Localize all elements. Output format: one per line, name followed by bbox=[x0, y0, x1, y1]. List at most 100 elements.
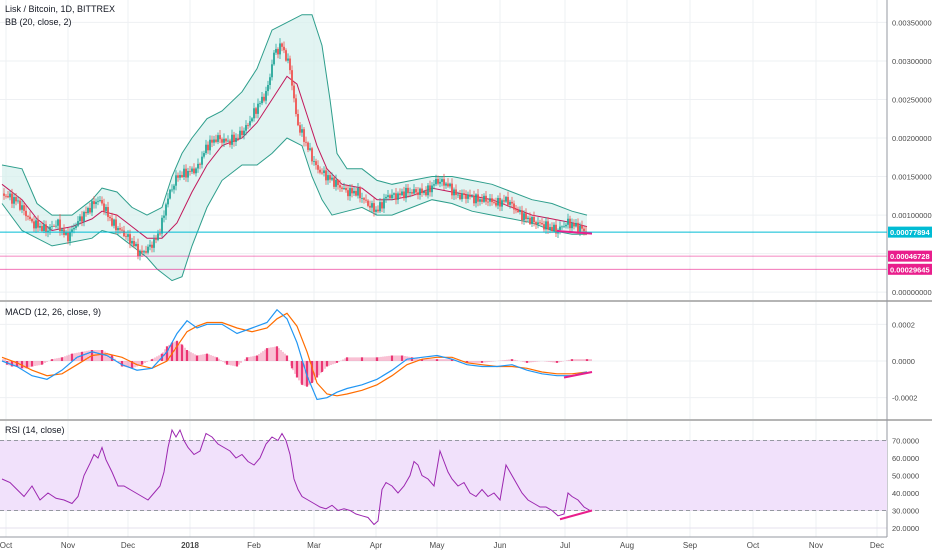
candle-body bbox=[457, 194, 459, 196]
candle-body bbox=[55, 225, 57, 227]
candle-body bbox=[301, 129, 303, 133]
candle-body bbox=[265, 91, 267, 101]
candle-body bbox=[107, 207, 109, 217]
candle-body bbox=[269, 77, 271, 85]
candle-body bbox=[161, 217, 163, 234]
candle-body bbox=[573, 223, 575, 227]
rsi-indicator-label: RSI (14, close) bbox=[5, 425, 65, 435]
bb-lower-band bbox=[1, 137, 587, 282]
candle-body bbox=[41, 226, 43, 231]
candle-body bbox=[467, 194, 469, 199]
candle-body bbox=[233, 134, 235, 142]
candle-body bbox=[249, 121, 251, 126]
level-price-badge-background bbox=[888, 250, 932, 262]
candle-body bbox=[49, 226, 51, 231]
candle-body bbox=[267, 84, 269, 92]
candle-body bbox=[285, 50, 287, 61]
candle-body bbox=[225, 138, 227, 142]
candle-body bbox=[257, 103, 259, 114]
candle-body bbox=[415, 189, 417, 193]
candle-body bbox=[559, 226, 561, 230]
candle-body bbox=[441, 179, 443, 182]
candle-body bbox=[177, 175, 179, 178]
candle-body bbox=[549, 227, 551, 230]
candle-body bbox=[279, 43, 281, 55]
price-axis-label: 0.00150000 bbox=[892, 173, 932, 182]
candle-body bbox=[193, 168, 195, 174]
candle-body bbox=[569, 218, 571, 229]
candle-body bbox=[555, 224, 557, 234]
candle-body bbox=[243, 130, 245, 136]
candle-body bbox=[385, 196, 387, 199]
macd-axis-label: 0.0000 bbox=[892, 357, 915, 366]
candle-body bbox=[203, 153, 205, 157]
candle-body bbox=[39, 226, 41, 228]
candle-body bbox=[211, 139, 213, 143]
candle-body bbox=[469, 194, 471, 197]
candle-body bbox=[121, 229, 123, 231]
candle-body bbox=[129, 234, 131, 244]
candle-body bbox=[541, 222, 543, 225]
macd-pane[interactable] bbox=[1, 308, 593, 401]
candle-body bbox=[365, 199, 367, 201]
candle-body bbox=[543, 224, 545, 230]
candle-body bbox=[523, 213, 525, 221]
candle-body bbox=[171, 189, 173, 191]
candle-body bbox=[553, 224, 555, 231]
price-pane-background bbox=[0, 0, 887, 300]
candle-body bbox=[379, 202, 381, 212]
candle-body bbox=[377, 209, 379, 212]
candle-body bbox=[253, 108, 255, 119]
candle-body bbox=[427, 185, 429, 196]
time-axis[interactable]: Oct Nov Dec 2018 Feb Mar Apr May Jun Jul Aug Sep Oct… bbox=[0, 541, 884, 550]
candle-body bbox=[409, 192, 411, 194]
candle-body bbox=[383, 198, 385, 209]
rsi-line bbox=[1, 428, 591, 526]
candle-body bbox=[87, 207, 89, 214]
candle-body bbox=[323, 170, 325, 173]
time-axis-label: Nov bbox=[61, 541, 75, 550]
candle-body bbox=[277, 48, 279, 55]
time-axis-label: Sep bbox=[683, 541, 698, 550]
rsi-axis-label: 50.0000 bbox=[892, 472, 919, 481]
candle-body bbox=[13, 197, 15, 204]
candle-body bbox=[369, 205, 371, 208]
candle-body bbox=[105, 207, 107, 211]
candle-body bbox=[241, 130, 243, 136]
candle-body bbox=[551, 227, 553, 231]
rsi-axis-label: 70.0000 bbox=[892, 437, 919, 446]
candle-body bbox=[331, 177, 333, 180]
candle-body bbox=[297, 114, 299, 126]
candle-body bbox=[433, 184, 435, 186]
candle-body bbox=[219, 135, 221, 140]
candle-body bbox=[65, 232, 67, 235]
macd-indicator-label: MACD (12, 26, close, 9) bbox=[5, 307, 101, 317]
candle-body bbox=[375, 209, 377, 212]
candle-body bbox=[359, 188, 361, 199]
price-pane[interactable] bbox=[0, 14, 887, 282]
rsi-pane[interactable] bbox=[0, 428, 887, 526]
candle-body bbox=[483, 195, 485, 202]
candle-body bbox=[335, 179, 337, 187]
candle-body bbox=[351, 188, 353, 194]
candle-body bbox=[311, 148, 313, 162]
candle-body bbox=[361, 198, 363, 199]
candle-body bbox=[491, 198, 493, 203]
candle-body bbox=[19, 200, 21, 210]
candle-body bbox=[51, 225, 53, 227]
time-axis-label: 2018 bbox=[181, 541, 199, 550]
candle-body bbox=[339, 185, 341, 188]
candle-body bbox=[3, 193, 5, 196]
candle-body bbox=[69, 231, 71, 242]
candle-body bbox=[165, 204, 167, 216]
candle-body bbox=[413, 189, 415, 194]
price-axis-label: 0.00200000 bbox=[892, 134, 932, 143]
candle-body bbox=[367, 200, 369, 206]
candle-body bbox=[519, 210, 521, 213]
candle-body bbox=[315, 161, 317, 166]
candle-body bbox=[547, 221, 549, 230]
candle-body bbox=[397, 193, 399, 200]
price-axis[interactable]: 0.00350000 0.00300000 0.00250000 0.00200000… bbox=[888, 18, 932, 533]
candle-body bbox=[471, 196, 473, 197]
